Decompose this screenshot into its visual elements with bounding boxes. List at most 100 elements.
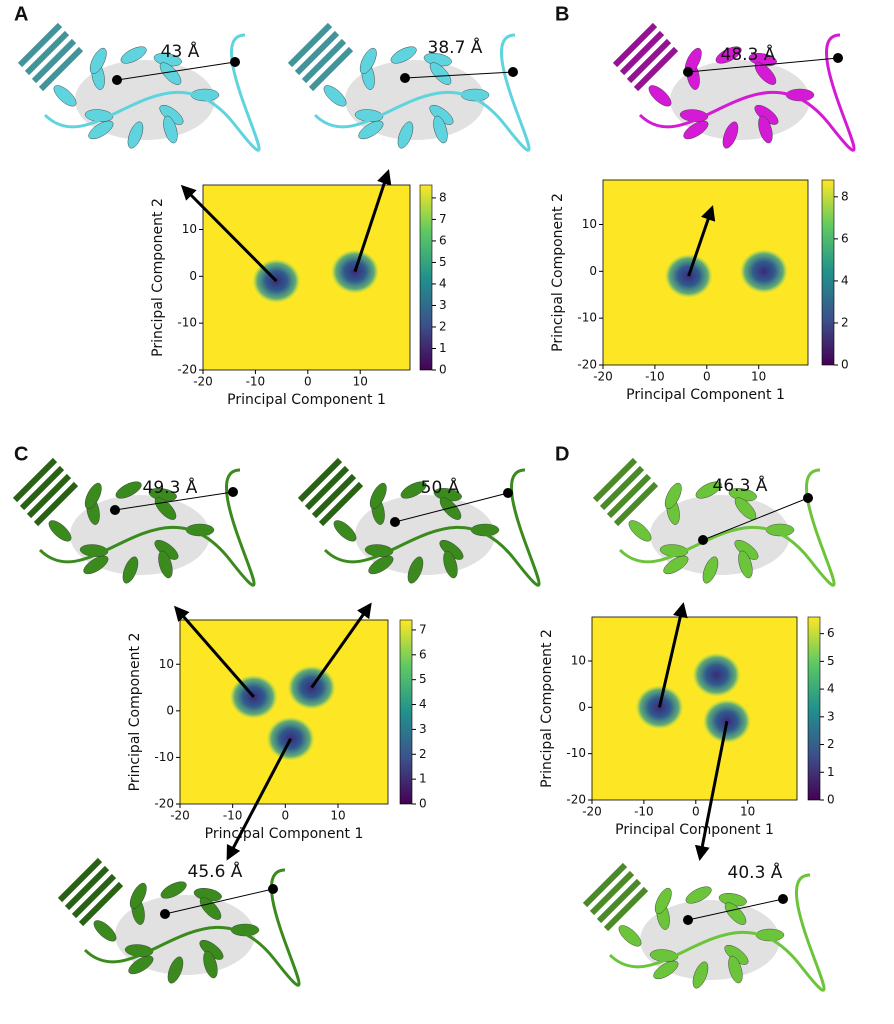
x-axis-label: Principal Component 1 — [626, 387, 785, 403]
helix — [400, 481, 427, 499]
colorbar-tick-label: 3 — [439, 298, 447, 312]
y-tick-label: 0 — [189, 269, 197, 283]
atom — [833, 53, 843, 63]
y-tick-label: 10 — [571, 654, 586, 668]
panel-label: C — [14, 443, 28, 465]
beta-sheet — [12, 457, 79, 527]
helix — [160, 881, 187, 899]
atom — [683, 67, 693, 77]
x-tick-label: 10 — [353, 375, 368, 389]
distance-label: 45.6 Å — [188, 860, 243, 882]
helix — [758, 115, 773, 144]
helix — [84, 482, 102, 510]
distance-line — [404, 71, 514, 79]
helix — [685, 886, 712, 904]
x-tick-label: 10 — [751, 370, 766, 384]
y-tick-label: 10 — [582, 217, 597, 231]
helix — [53, 85, 77, 107]
helix — [88, 120, 114, 140]
colorbar-tick-label: 0 — [419, 797, 427, 811]
colorbar-tick-label: 5 — [827, 654, 835, 668]
arrow — [658, 602, 688, 708]
distance-line — [702, 497, 809, 541]
x-tick-label: -10 — [246, 375, 266, 389]
x-tick-label: 0 — [692, 805, 700, 819]
distance-label: 40.3 Å — [728, 861, 783, 883]
x-tick-label: -20 — [593, 370, 613, 384]
heatmap-background — [591, 616, 798, 801]
helix — [754, 62, 777, 85]
distance-line — [687, 898, 784, 921]
atom — [110, 505, 120, 515]
colorbar — [419, 184, 433, 371]
y-tick-label: 0 — [166, 703, 174, 717]
atom — [803, 493, 813, 503]
x-tick-label: 0 — [281, 809, 289, 823]
colorbar — [807, 616, 821, 801]
helix — [93, 920, 117, 942]
helix — [128, 955, 154, 975]
distance-label: 48.3 Å — [721, 43, 776, 65]
colorbar — [399, 619, 413, 805]
y-tick-label: -10 — [177, 316, 197, 330]
helix — [163, 115, 178, 144]
helix — [89, 47, 107, 75]
colorbar-tick-label: 1 — [419, 772, 427, 786]
x-axis-label: Principal Component 1 — [227, 392, 386, 408]
y-axis-label: Principal Component 2 — [150, 198, 166, 357]
colorbar-tick-label: 4 — [439, 276, 447, 290]
helix — [127, 121, 144, 149]
protein-structure — [592, 457, 836, 587]
helix — [120, 46, 147, 64]
colorbar-tick-label: 6 — [439, 233, 447, 247]
loop — [43, 33, 261, 152]
panel-label: A — [14, 3, 28, 25]
helix — [653, 960, 679, 980]
helix — [159, 62, 182, 85]
helix — [728, 955, 743, 984]
atom — [698, 535, 708, 545]
protein-structure — [12, 457, 256, 587]
helix — [724, 902, 747, 925]
colorbar-tick-label: 2 — [439, 319, 447, 333]
heatmap-background — [202, 184, 411, 371]
helix — [129, 882, 147, 910]
colorbar-tick-label: 0 — [841, 358, 849, 372]
y-tick-label: -10 — [577, 311, 597, 325]
y-tick-label: 10 — [159, 657, 174, 671]
helix — [122, 556, 139, 584]
arrow — [180, 184, 278, 283]
x-tick-label: -20 — [170, 809, 190, 823]
y-tick-label: -10 — [566, 746, 586, 760]
helix — [648, 85, 672, 107]
x-tick-label: -10 — [223, 809, 243, 823]
helix — [695, 481, 722, 499]
helix — [738, 550, 753, 579]
beta-sheet — [17, 22, 84, 92]
helix — [433, 115, 448, 144]
basin — [739, 249, 788, 294]
atom — [508, 67, 518, 77]
colorbar-tick-label: 4 — [841, 273, 849, 287]
colorbar-tick-label: 8 — [439, 190, 447, 204]
y-tick-label: -20 — [566, 793, 586, 807]
colorbar-tick-label: 3 — [827, 709, 835, 723]
atom — [230, 57, 240, 67]
atom — [112, 75, 122, 85]
protein-structure — [612, 22, 856, 152]
beta-sheet — [57, 857, 124, 927]
helix — [390, 46, 417, 64]
colorbar-tick-label: 0 — [439, 363, 447, 377]
distance-line — [116, 61, 236, 81]
beta-sheet — [287, 22, 354, 92]
colorbar-tick-label: 8 — [841, 189, 849, 203]
colorbar-tick-label: 3 — [419, 722, 427, 736]
x-tick-label: 10 — [330, 809, 345, 823]
helix — [628, 520, 652, 542]
atom — [778, 894, 788, 904]
atom — [390, 517, 400, 527]
loop — [618, 468, 836, 587]
x-axis-label: Principal Component 1 — [615, 822, 774, 838]
x-tick-label: -10 — [645, 370, 665, 384]
